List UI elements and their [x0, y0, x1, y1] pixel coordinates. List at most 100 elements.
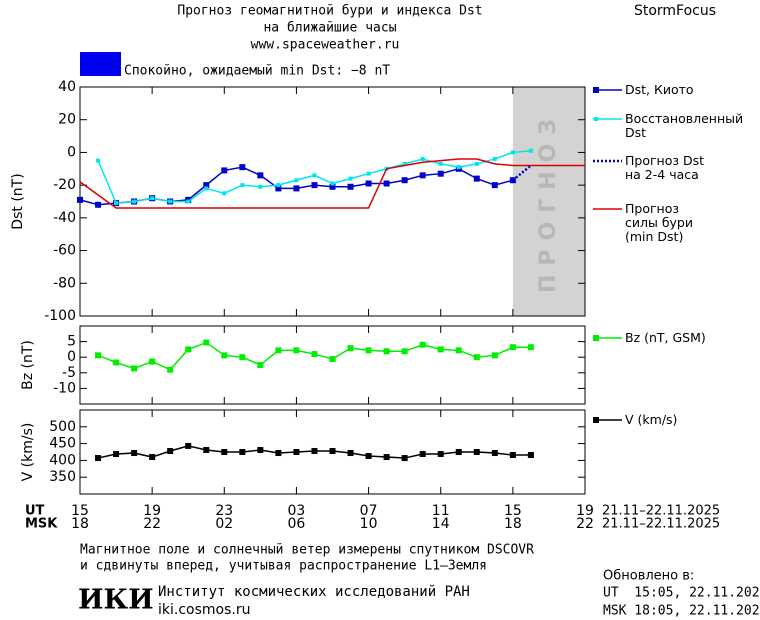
- legend-label: V (km/s): [625, 412, 678, 427]
- data-point: [240, 183, 245, 188]
- data-point: [510, 150, 515, 155]
- data-point: [168, 199, 173, 204]
- footnote: Магнитное поле и солнечный ветер измерен…: [80, 543, 534, 558]
- data-point: [401, 177, 408, 184]
- y-tick-label: -5: [62, 365, 76, 381]
- data-point: [294, 178, 299, 183]
- y-axis-label: Dst (nT): [10, 173, 26, 229]
- data-point: [528, 148, 533, 153]
- data-point: [257, 172, 264, 179]
- data-point: [221, 449, 228, 455]
- x2-tick-label: 22: [576, 516, 594, 532]
- title: на ближайшие часы: [263, 21, 396, 36]
- data-point: [365, 180, 372, 187]
- data-point: [419, 341, 426, 348]
- data-point: [509, 452, 516, 459]
- x-tick-label: 19: [576, 503, 594, 519]
- updated-ut: UT 15:05, 22.11.2025: [603, 586, 760, 601]
- data-point: [185, 442, 192, 449]
- institute: Институт космических исследований РАН: [158, 584, 470, 600]
- data-point: [131, 450, 138, 457]
- x-tick-label: 19: [143, 503, 161, 519]
- data-point: [419, 451, 426, 458]
- x-tick-label: 03: [288, 503, 306, 519]
- y-axis-label: V (km/s): [20, 423, 36, 482]
- data-point: [366, 171, 371, 176]
- status-text: Спокойно, ожидаемый min Dst: −8 nT: [124, 64, 390, 79]
- data-point: [95, 455, 102, 462]
- updated-label: Обновлено в:: [603, 569, 694, 584]
- x-tick-label: 15: [504, 503, 522, 519]
- title: Прогноз геомагнитной бури и индекса Dst: [177, 4, 482, 19]
- data-point: [222, 191, 227, 196]
- data-point: [473, 175, 480, 182]
- data-point: [239, 354, 246, 361]
- data-point: [383, 454, 390, 461]
- x2-tick-label: 22: [143, 516, 161, 532]
- y-tick-label: 40: [58, 79, 76, 95]
- data-point: [401, 455, 408, 462]
- status-indicator: [80, 52, 121, 76]
- data-point: [437, 170, 444, 177]
- data-point: [311, 351, 318, 358]
- y-axis-label: Bz (nT): [20, 340, 36, 390]
- data-point: [239, 164, 246, 171]
- data-point: [221, 352, 228, 359]
- data-point: [114, 201, 119, 206]
- data-point: [491, 352, 498, 359]
- data-point: [275, 185, 282, 192]
- legend-label: Прогноз Dst на 2-4 часа: [625, 153, 705, 182]
- y-tick-label: -20: [53, 177, 76, 193]
- x2-tick-label: 02: [215, 516, 233, 532]
- data-point: [348, 176, 353, 181]
- data-point: [420, 156, 425, 161]
- data-point: [491, 182, 498, 189]
- data-point: [131, 365, 138, 372]
- x2-tick-label: 18: [504, 516, 522, 532]
- data-point: [492, 156, 497, 161]
- data-point: [527, 452, 534, 459]
- y-tick-label: 0: [67, 144, 76, 160]
- x2-axis-label: MSK: [25, 517, 58, 532]
- data-point: [329, 356, 336, 363]
- data-point: [167, 366, 174, 373]
- data-point: [95, 201, 102, 208]
- data-point: [150, 196, 155, 201]
- data-point: [527, 344, 534, 351]
- y-tick-label: -40: [53, 210, 76, 226]
- series-line: [79, 158, 585, 209]
- data-point: [347, 183, 354, 190]
- x-tick-label: 23: [215, 503, 233, 519]
- data-point: [185, 346, 192, 353]
- data-point: [203, 182, 210, 189]
- data-point: [438, 161, 443, 166]
- y-tick-label: -60: [53, 243, 76, 259]
- legend-label: Прогноз силы бури (min Dst): [625, 201, 693, 244]
- data-point: [402, 161, 407, 166]
- forecast-label: ПРОГНОЗ: [536, 110, 561, 293]
- y-tick-label: 450: [49, 436, 76, 452]
- data-point: [491, 450, 498, 457]
- data-point: [330, 181, 335, 186]
- data-point: [204, 186, 209, 191]
- data-point: [203, 446, 210, 453]
- updated-msk: MSK 18:05, 22.11.2025: [603, 604, 760, 619]
- data-point: [383, 348, 390, 355]
- data-point: [311, 182, 318, 189]
- legend-label: Dst, Киото: [625, 82, 694, 97]
- data-point: [186, 199, 191, 204]
- data-point: [149, 358, 156, 365]
- data-point: [275, 347, 282, 354]
- data-point: [257, 362, 264, 368]
- legend-label: Восстановленный Dst: [625, 111, 744, 140]
- x-axis-label: UT: [25, 504, 45, 519]
- data-point: [347, 345, 354, 352]
- data-point: [474, 161, 479, 166]
- y-tick-label: 0: [67, 349, 76, 365]
- data-point: [257, 446, 264, 453]
- data-point: [329, 183, 336, 190]
- y-tick-label: 5: [67, 334, 76, 350]
- data-point: [437, 451, 444, 458]
- legend-marker: [593, 87, 599, 93]
